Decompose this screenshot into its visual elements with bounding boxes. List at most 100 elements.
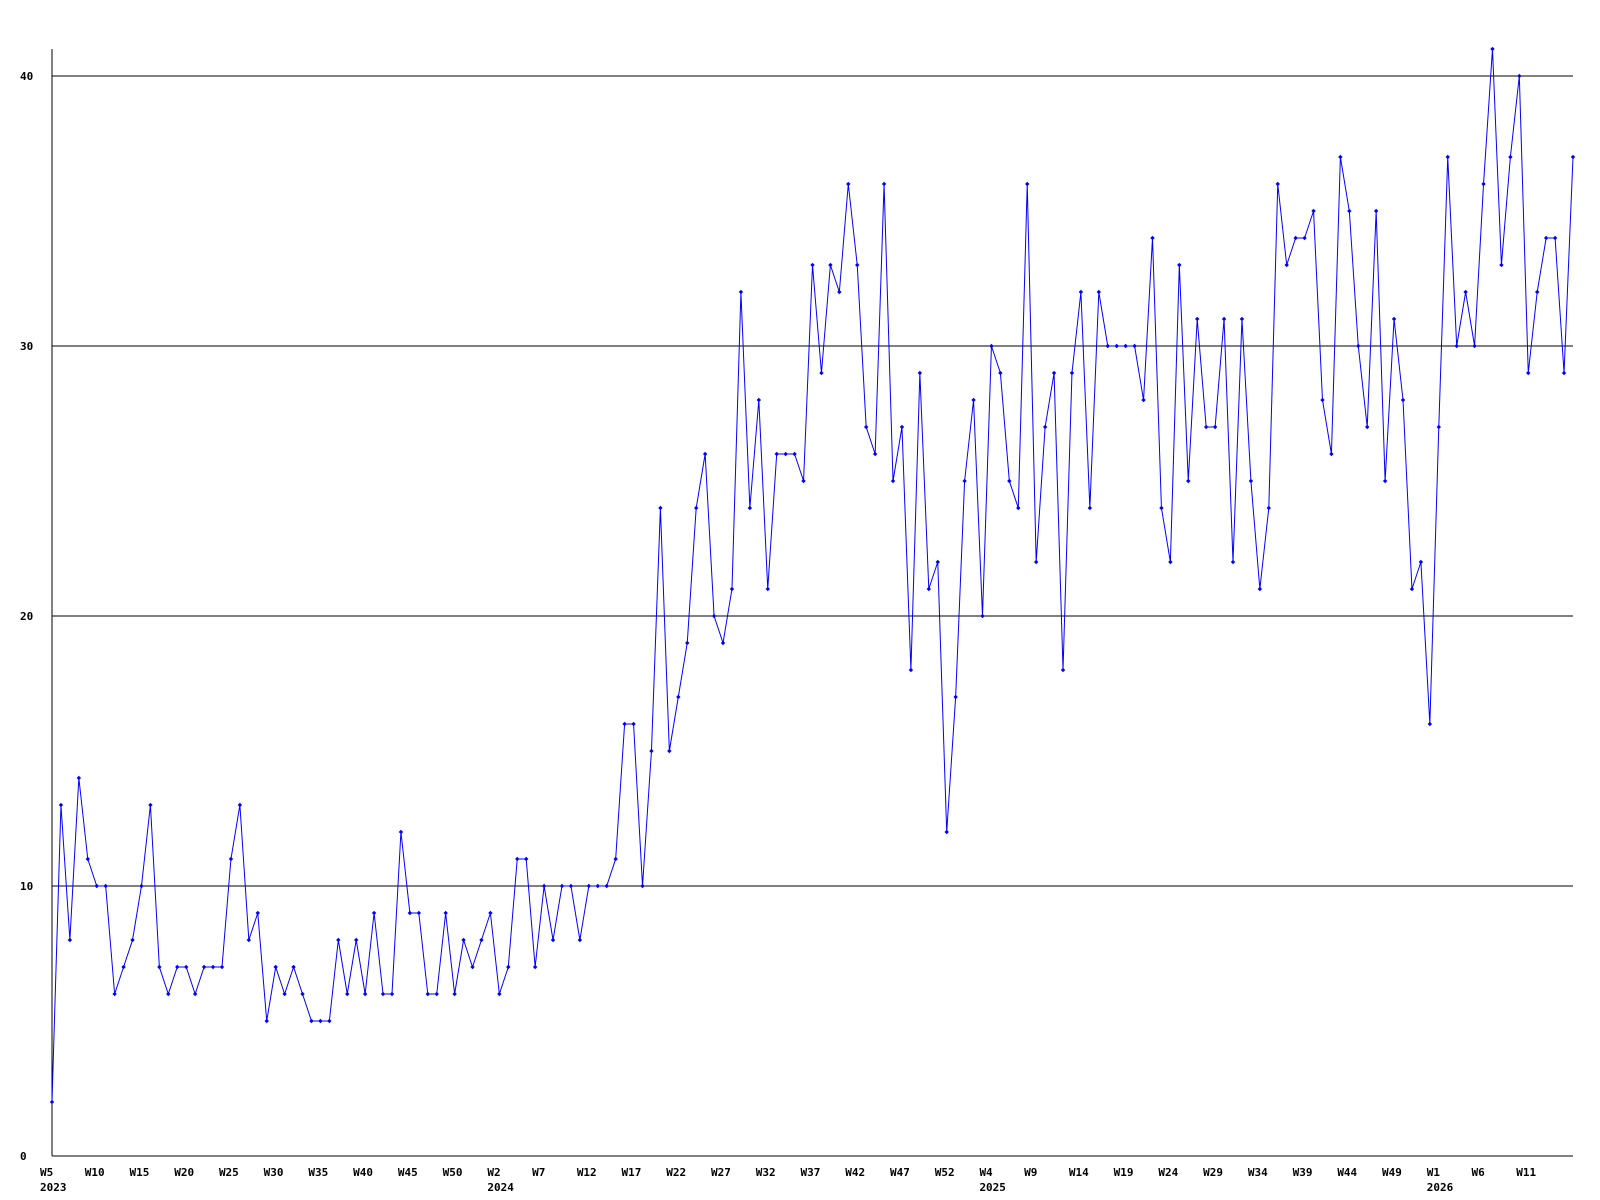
data-point: [953, 694, 958, 700]
x-tick-label: W29: [1203, 1166, 1223, 1179]
x-tick-label: W11: [1516, 1166, 1536, 1179]
data-point: [49, 1099, 55, 1105]
data-point: [1266, 505, 1271, 511]
data-point: [380, 991, 386, 997]
data-point: [693, 505, 699, 511]
data-point: [658, 505, 663, 511]
data-point: [756, 397, 762, 403]
data-point: [1069, 370, 1075, 376]
data-point: [1418, 559, 1424, 565]
x-tick-label: W34: [1248, 1166, 1268, 1179]
x-tick-label: W45: [398, 1166, 418, 1179]
x-tick-label: W1: [1427, 1166, 1441, 1179]
data-point: [1203, 424, 1209, 430]
data-point: [416, 910, 422, 916]
data-point: [765, 586, 770, 592]
data-point: [76, 775, 82, 781]
data-point: [515, 856, 520, 862]
data-point: [1329, 451, 1334, 457]
x-tick-label: W7: [532, 1166, 545, 1179]
data-point: [783, 451, 788, 457]
x-tick-label: W5: [40, 1166, 53, 1179]
data-point: [246, 937, 252, 943]
data-point: [702, 451, 708, 457]
data-point: [1490, 46, 1495, 52]
x-tick-label: W20: [174, 1166, 194, 1179]
data-point: [1275, 181, 1280, 187]
data-point: [219, 964, 225, 970]
x-tick-label: W25: [219, 1166, 239, 1179]
x-tick-label: W14: [1069, 1166, 1089, 1179]
data-point: [398, 829, 404, 835]
data-point: [1114, 343, 1119, 349]
x-tick-label: W50: [443, 1166, 463, 1179]
data-point: [157, 964, 162, 970]
data-point: [443, 910, 448, 916]
data-point: [121, 964, 126, 970]
data-point: [855, 262, 860, 268]
data-point: [1517, 73, 1522, 79]
data-point: [488, 910, 493, 916]
data-point: [192, 991, 198, 997]
data-point: [998, 370, 1003, 376]
data-point: [667, 748, 672, 754]
data-point: [1481, 181, 1486, 187]
data-point: [434, 991, 439, 997]
x-tick-label: W37: [801, 1166, 821, 1179]
data-point: [94, 883, 99, 889]
data-point: [300, 991, 305, 997]
data-point: [1508, 154, 1513, 160]
data-point: [550, 937, 556, 943]
data-point: [1177, 262, 1182, 268]
data-point: [1347, 208, 1352, 214]
data-point: [1007, 478, 1012, 484]
data-point: [1230, 559, 1236, 565]
data-point: [1400, 397, 1406, 403]
data-point: [470, 964, 475, 970]
data-point: [336, 937, 341, 943]
data-point: [935, 559, 940, 565]
data-point: [1543, 235, 1549, 241]
data-point: [1561, 370, 1567, 376]
x-tick-label: W52: [935, 1166, 955, 1179]
data-point: [362, 991, 368, 997]
data-point: [640, 883, 645, 889]
x-tick-label: W47: [890, 1166, 910, 1179]
data-point: [622, 721, 627, 727]
data-point: [85, 856, 90, 862]
y-tick-label: 30: [20, 340, 33, 353]
x-tick-label: W10: [85, 1166, 105, 1179]
data-point: [890, 478, 896, 484]
data-point: [1535, 289, 1540, 295]
data-point: [1499, 262, 1504, 268]
data-point: [1078, 289, 1084, 295]
data-point: [264, 1018, 269, 1024]
x-tick-label: W39: [1293, 1166, 1313, 1179]
data-point: [1141, 397, 1146, 403]
data-point: [327, 1018, 332, 1024]
data-point: [1150, 235, 1155, 241]
data-point: [1186, 478, 1191, 484]
x-tick-label: W49: [1382, 1166, 1402, 1179]
data-point: [577, 937, 583, 943]
data-point: [1096, 289, 1102, 295]
x-tick-label: W32: [756, 1166, 776, 1179]
data-point: [532, 964, 538, 970]
data-point: [1391, 316, 1397, 322]
data-point: [899, 424, 905, 430]
data-point: [1132, 343, 1137, 349]
data-point: [1195, 316, 1200, 322]
data-point: [944, 829, 949, 835]
data-point: [1472, 343, 1477, 349]
data-point: [1087, 505, 1093, 511]
data-point: [1060, 667, 1066, 673]
data-point: [1025, 181, 1030, 187]
data-point: [1284, 262, 1289, 268]
data-point: [1409, 586, 1415, 592]
data-point: [595, 883, 600, 889]
data-point: [649, 748, 654, 754]
data-point: [237, 802, 243, 808]
data-point: [1016, 505, 1021, 511]
data-point: [139, 883, 144, 889]
